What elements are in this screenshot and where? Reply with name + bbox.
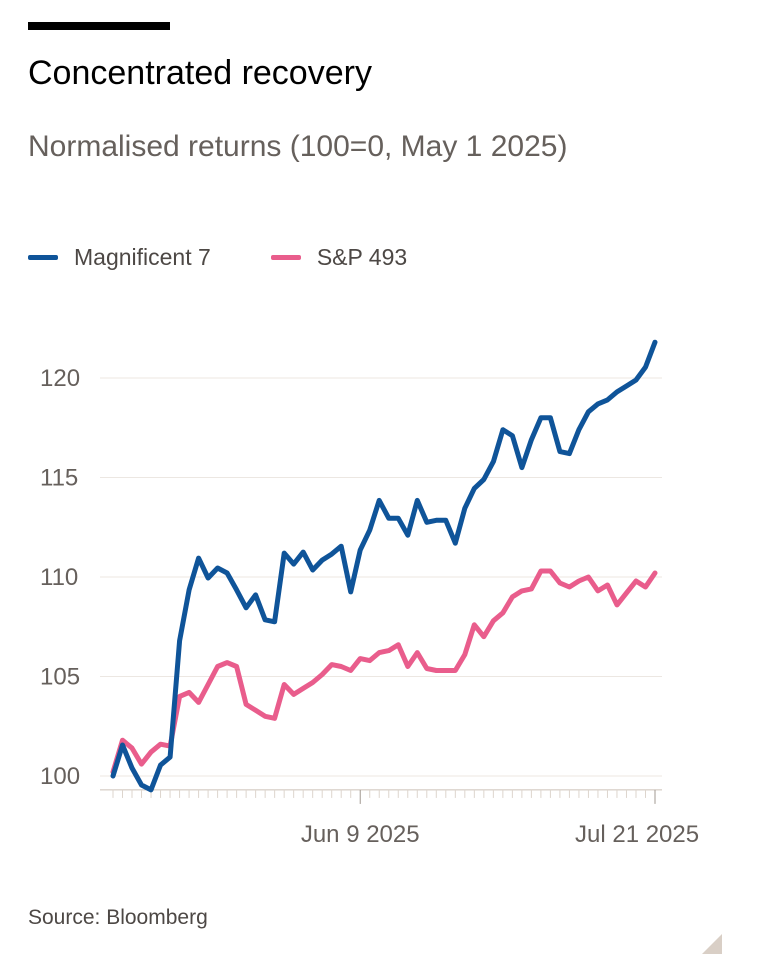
legend-item-sp493: S&P 493 [270,244,408,271]
y-tick-label: 110 [40,564,78,591]
y-tick-label: 115 [40,465,78,492]
chart-title: Concentrated recovery [28,54,372,92]
legend-label: S&P 493 [316,244,408,270]
resize-corner-icon [702,934,722,954]
chart-subtitle: Normalised returns (100=0, May 1 2025) [28,130,568,163]
y-tick-label: 105 [40,664,80,691]
y-tick-label: 100 [40,763,80,790]
series-line-magnificent-7 [110,339,658,793]
source-note: Source: Bloomberg [28,906,208,929]
series-line-s-p-493 [110,568,658,775]
y-tick-label: 120 [40,365,80,392]
legend-label: Magnificent 7 [74,244,211,270]
x-tick-label: Jun 9 2025 [301,821,420,848]
legend-item-mag7: Magnificent 7 [28,244,211,271]
header-bar [28,22,170,30]
legend-swatch-mag7 [28,255,58,260]
legend: Magnificent 7 S&P 493 [28,244,407,271]
x-tick-label: Jul 21 2025 [575,821,699,848]
legend-swatch-sp493 [270,255,301,260]
